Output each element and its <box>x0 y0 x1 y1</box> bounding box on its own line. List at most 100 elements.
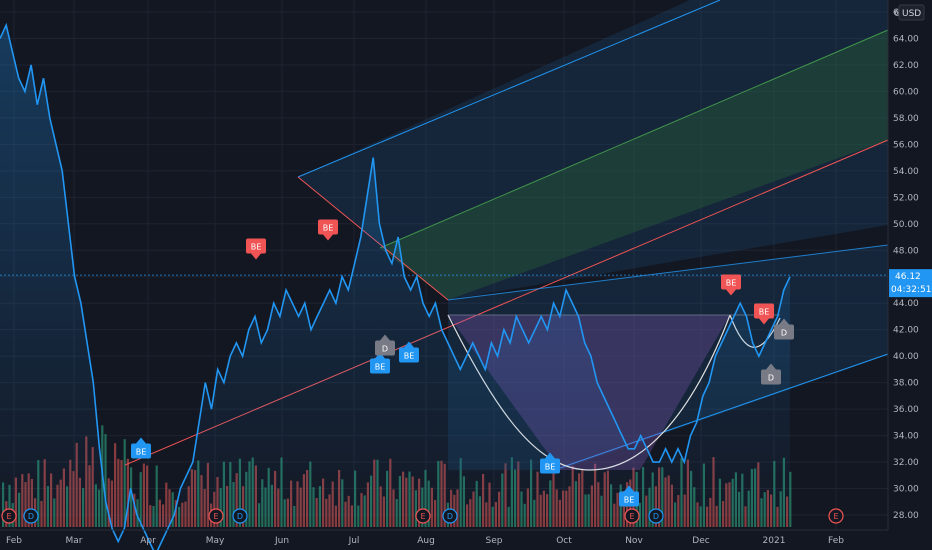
event-marker-red-box <box>318 219 338 235</box>
earnings-flag-circle <box>1 508 17 524</box>
earnings-flag[interactable]: E <box>1 508 17 524</box>
earnings-flag[interactable]: E <box>415 508 431 524</box>
x-tick-label: Jun <box>274 536 289 546</box>
currency-badge[interactable]: USD <box>898 4 925 21</box>
earnings-flag-label: E <box>213 512 218 521</box>
earnings-flag-label: E <box>6 512 11 521</box>
volume-bar <box>146 465 149 527</box>
volume-bar <box>350 505 353 527</box>
y-tick-label: 56.00 <box>893 140 919 150</box>
pitchfork-zone-green <box>380 30 888 300</box>
y-tick-label: 62.00 <box>893 61 919 71</box>
y-tick-label: 42.00 <box>893 326 919 336</box>
dividend-flag[interactable]: D <box>648 508 664 524</box>
event-marker-blue[interactable]: BE <box>399 341 419 363</box>
y-tick-label: 36.00 <box>893 405 919 415</box>
volume-bar <box>744 506 747 527</box>
volume-bar <box>155 465 158 527</box>
x-tick-label: Feb <box>6 536 22 546</box>
last-price-label: 46.12 <box>895 272 921 282</box>
pitchfork-mid-upper-line[interactable] <box>379 29 889 249</box>
pitchfork-drawing[interactable] <box>124 0 889 470</box>
event-marker-blue-pointer <box>404 341 414 348</box>
earnings-flag-label: E <box>833 512 838 521</box>
y-tick-label: 40.00 <box>893 352 919 362</box>
pitchfork-zone-upper <box>298 0 888 300</box>
x-axis: Feb Mar Apr May Jun Jul Aug Sep Oct Nov Dec 2021 Feb <box>6 536 844 546</box>
volume-bar <box>715 505 718 527</box>
dividend-marker-grey-label: D <box>781 329 787 338</box>
volume-bar <box>126 458 129 527</box>
volume-bar <box>117 458 120 527</box>
x-tick-label: Mar <box>66 536 83 546</box>
y-tick-label: 60.00 <box>893 87 919 97</box>
dividend-flag-circle <box>23 508 39 524</box>
x-tick-label: Feb <box>828 536 844 546</box>
volume-bar <box>139 472 142 527</box>
event-marker-blue-box <box>540 458 560 474</box>
event-marker-red-pointer <box>251 253 261 260</box>
event-marker-red-box <box>754 303 774 319</box>
dividend-marker-grey-pointer <box>766 363 776 370</box>
dividend-marker-grey[interactable]: D <box>774 318 794 340</box>
volume-bar <box>507 506 510 527</box>
volume-bar <box>699 506 702 527</box>
volume-bar <box>523 503 526 527</box>
event-marker-blue[interactable]: BE <box>619 485 639 507</box>
dividend-flag-circle <box>442 508 458 524</box>
x-tick-label: 2021 <box>763 536 786 546</box>
dividend-flag-label: D <box>237 512 243 521</box>
volume-bar <box>613 503 616 527</box>
volume-bar <box>789 471 792 527</box>
event-marker-red-box <box>721 274 741 290</box>
dividend-flag-circle <box>232 508 248 524</box>
event-marker-blue[interactable]: BE <box>131 437 151 459</box>
y-tick-label: 64.00 <box>893 34 919 44</box>
event-marker-red-pointer <box>726 289 736 296</box>
volume-bar <box>706 506 709 527</box>
dividend-flag[interactable]: D <box>23 508 39 524</box>
y-tick-label: 48.00 <box>893 246 919 256</box>
earnings-flag[interactable]: E <box>208 508 224 524</box>
event-marker-red[interactable]: BE <box>246 238 266 260</box>
y-tick-label: 44.00 <box>893 299 919 309</box>
earnings-flag[interactable]: E <box>828 508 844 524</box>
y-tick-label: 28.00 <box>893 511 919 521</box>
earnings-flag-circle <box>624 508 640 524</box>
volume-bar <box>142 463 145 527</box>
volume-bar <box>357 505 360 527</box>
volume-bar <box>293 505 296 527</box>
price-area <box>0 25 790 550</box>
volume-bar <box>258 503 261 527</box>
volume-bar <box>120 460 123 527</box>
y-tick-partial: 6 <box>894 9 900 19</box>
event-marker-blue-pointer <box>136 437 146 444</box>
event-marker-blue[interactable]: BE <box>540 452 560 474</box>
event-marker-blue-label: BE <box>136 448 147 457</box>
dividend-flag[interactable]: D <box>232 508 248 524</box>
volume-bar <box>165 482 168 527</box>
event-markers[interactable]: BE BE BE BE BE BE BE BE BE D D D E E E E E D D D D <box>1 219 844 524</box>
event-marker-red-box <box>246 238 266 254</box>
volume-bar <box>171 492 174 527</box>
event-marker-blue-box <box>619 491 639 507</box>
y-tick-label: 34.00 <box>893 432 919 442</box>
event-marker-red-pointer <box>759 318 769 325</box>
event-marker-red[interactable]: BE <box>754 303 774 325</box>
dividend-marker-grey[interactable]: D <box>761 363 781 385</box>
earnings-flag-circle <box>828 508 844 524</box>
earnings-flag-circle <box>208 508 224 524</box>
event-marker-red[interactable]: BE <box>721 274 741 296</box>
dividend-flag[interactable]: D <box>442 508 458 524</box>
x-tick-label: Jul <box>348 536 360 546</box>
earnings-flag[interactable]: E <box>624 508 640 524</box>
pitchfork-mid-lower-line[interactable] <box>447 244 889 301</box>
event-marker-red[interactable]: BE <box>318 219 338 241</box>
event-marker-red-label: BE <box>251 243 262 252</box>
pitchfork-upper-line[interactable] <box>297 0 721 178</box>
event-marker-blue-box <box>131 443 151 459</box>
price-line[interactable] <box>0 22 791 550</box>
svg-text:USD: USD <box>902 9 921 19</box>
dividend-marker-grey[interactable]: D <box>375 334 395 356</box>
